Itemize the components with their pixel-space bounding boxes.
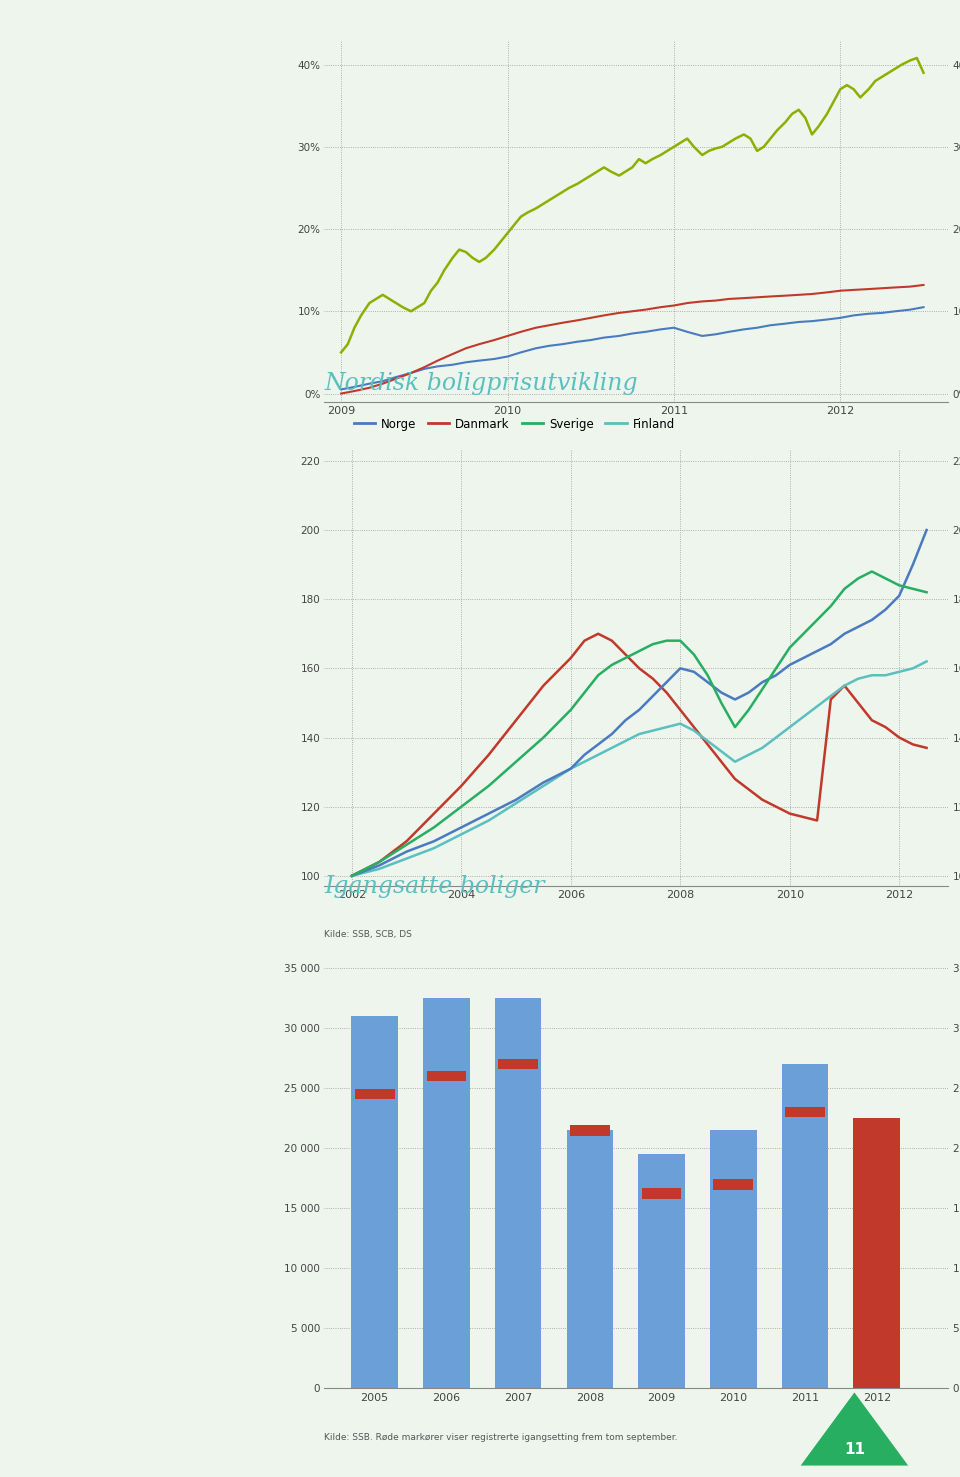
Bar [494, 998, 541, 1388]
Bar [853, 1118, 900, 1388]
Bar [498, 1059, 538, 1069]
Bar [566, 1130, 613, 1388]
Bar [713, 1179, 754, 1189]
Bar [423, 998, 469, 1388]
Polygon shape [801, 1393, 908, 1465]
Text: Igangsatte boliger: Igangsatte boliger [324, 874, 545, 898]
Bar [781, 1063, 828, 1388]
Bar [710, 1130, 756, 1388]
Bar [785, 1106, 825, 1118]
Bar [638, 1154, 684, 1388]
Bar [642, 1189, 682, 1199]
Text: Kilde: SSB, EFF, Finn, Pøyry. Konsumpris  definert som KPI-JAE: Kilde: SSB, EFF, Finn, Pøyry. Konsumpris… [324, 482, 602, 490]
Text: Nordisk boligprisutvikling: Nordisk boligprisutvikling [324, 372, 638, 394]
Text: Kilde: SSB, SCB, DS: Kilde: SSB, SCB, DS [324, 931, 413, 939]
Legend: Norge, Danmark, Sverige, Finland: Norge, Danmark, Sverige, Finland [349, 412, 680, 436]
Bar [355, 1089, 395, 1099]
Bar [426, 1071, 467, 1081]
Text: 11: 11 [844, 1442, 865, 1456]
Text: Kilde: SSB. Røde markører viser registrerte igangsetting frem tom september.: Kilde: SSB. Røde markører viser registre… [324, 1433, 678, 1443]
Bar [570, 1124, 610, 1136]
Bar [351, 1016, 398, 1388]
